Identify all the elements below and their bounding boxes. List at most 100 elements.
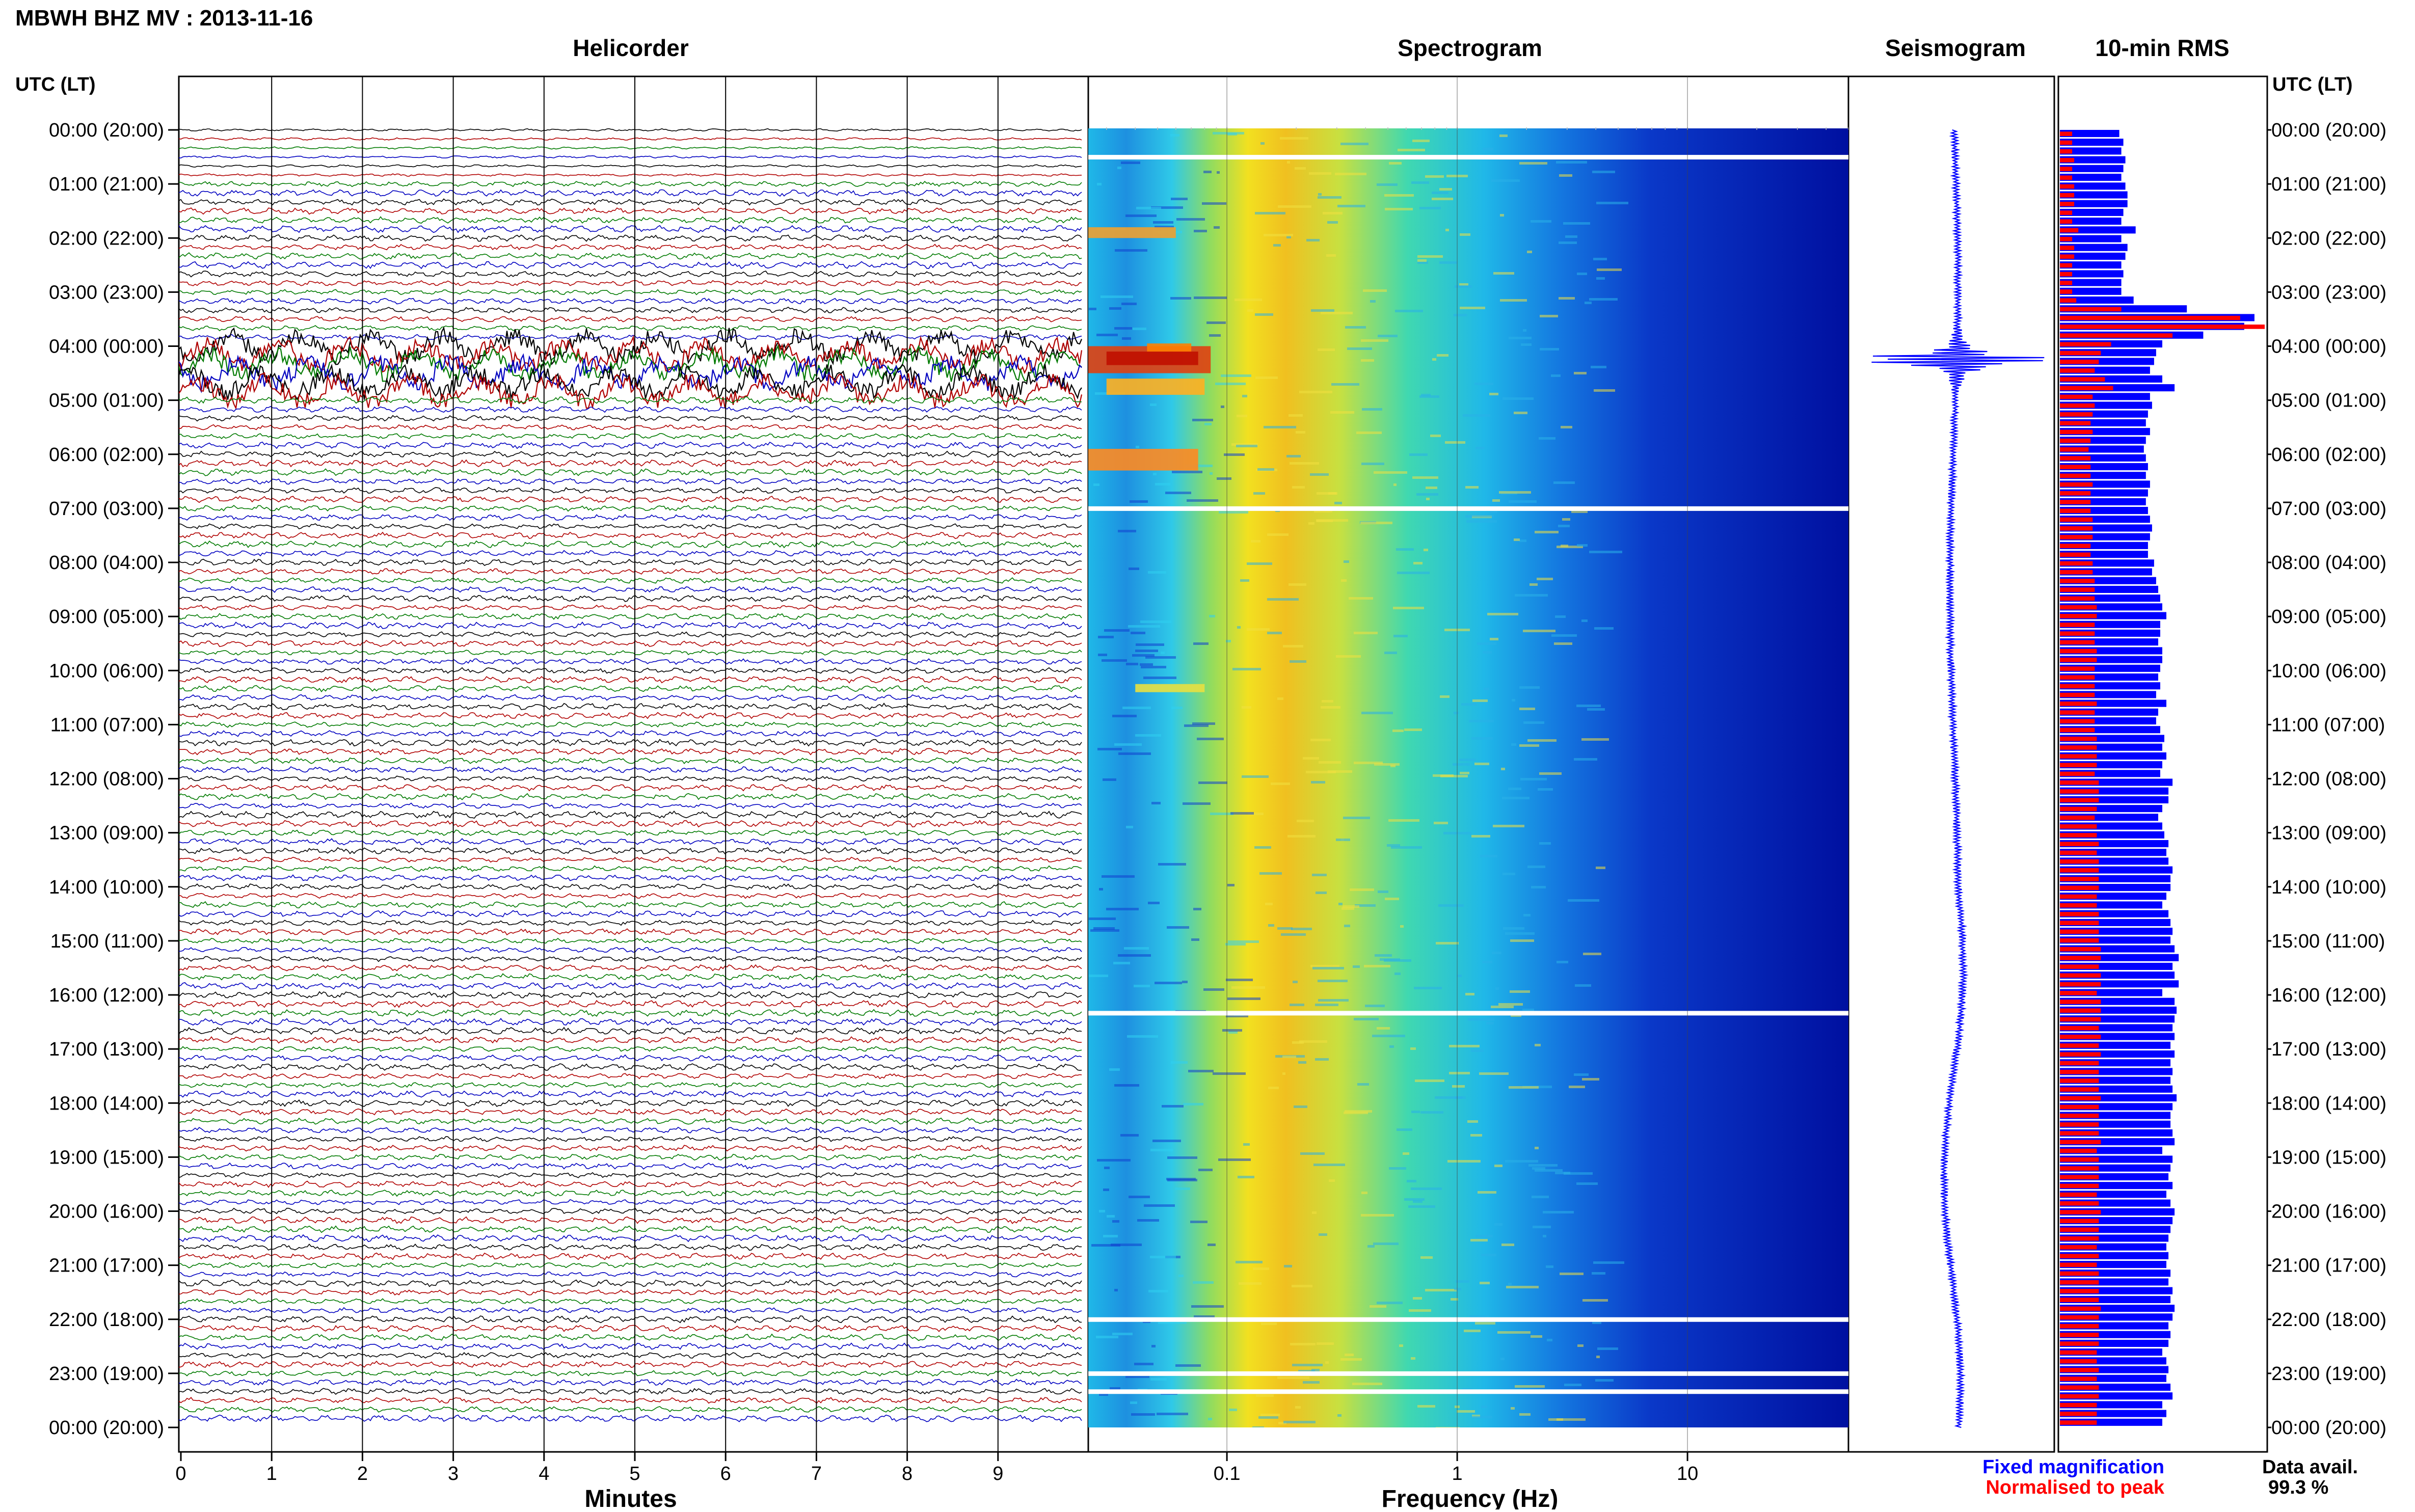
spectrogram-speckle [1511,1014,1521,1017]
spectrogram-speckle [1097,748,1122,750]
rms-normalised-bar [2060,570,2093,575]
spectrogram-speckle [1393,635,1408,637]
rms-normalised-bar [2060,894,2097,899]
spectrogram-speckle [1389,162,1402,165]
helicorder-trace [179,325,1082,332]
spectrogram-speckle [1292,1285,1312,1287]
spectrogram-speckle [1136,207,1161,209]
spectrogram-speckle [1222,1029,1242,1032]
time-label-left: 05:00 (01:00) [49,390,164,412]
helicorder-trace [179,505,1082,512]
time-axis-left: 00:00 (20:00) 01:00 (21:00) 02:00 (22:00) 0… [49,120,179,1439]
spectrogram-speckle [1121,161,1140,164]
spectrogram-speckle [1277,697,1283,700]
helicorder-trace [179,363,1082,400]
rms-normalised-bar [2060,246,2075,250]
spectrogram-speckle [1102,875,1135,878]
spectrogram-speckle [1310,473,1329,476]
rms-normalised-bar [2060,1069,2099,1074]
rms-fixed-bar [2060,200,2128,207]
spectrogram-speckle [1330,411,1354,414]
helicorder-trace [179,1307,1082,1314]
spectrogram-speckle [1345,1354,1354,1356]
helicorder-trace [179,146,1082,150]
spectrogram-speckle [1492,499,1500,502]
spectrogram-speckle [1247,309,1253,312]
spectrogram-speckle [1125,214,1157,217]
spectrogram-speckle [1107,1215,1115,1218]
helicorder-trace [179,441,1082,449]
spectrogram-speckle [1115,249,1147,252]
spectrogram-speckle [1531,1335,1542,1338]
spectrogram-speckle [1538,788,1553,791]
rms-normalised-bar [2060,1183,2099,1189]
time-label-left: 17:00 (13:00) [49,1039,164,1060]
spectrogram-speckle [1408,1205,1435,1208]
spectrogram-speckle [1278,1422,1286,1424]
spectrogram-speckle [1469,1315,1489,1318]
spectrogram-speckle [1187,499,1218,502]
spectrogram-speckle [1436,942,1459,944]
spectrogram-speckle [1190,1221,1208,1223]
helicorder-trace [179,775,1082,782]
spectrogram-speckle [1341,907,1354,910]
helicorder-trace [179,1370,1082,1377]
spectrogram-speckle [1464,1330,1481,1332]
spectrogram-speckle [1385,898,1399,900]
spectrogram-speckle [1271,782,1290,785]
spectrogram-speckle [1592,171,1615,173]
spectrogram-speckle [1140,620,1171,623]
spectrogram-speckle [1472,699,1488,702]
spectrogram-speckle [1290,1343,1316,1345]
spectrogram-speckle [1425,175,1444,178]
rms-normalised-bar [2060,289,2073,294]
spectrogram-speckle [1097,1159,1131,1162]
rms-normalised-bar [2060,1280,2099,1285]
minute-tick-label: 1 [266,1463,277,1484]
spectrogram-speckle [1547,1339,1552,1341]
helicorder-trace [179,307,1082,314]
spectrogram-speckle [1312,874,1327,876]
helicorder-trace [179,982,1082,990]
spectrogram-speckle [1417,261,1428,264]
rms-normalised-bar [2060,315,2240,320]
helicorder-trace [179,595,1082,602]
helicorder-trace [179,901,1082,909]
spectrogram-speckle [1104,629,1130,632]
rms-fixed-bar [2060,226,2136,234]
spectrogram-speckle [1252,1426,1264,1427]
rms-normalised-bar [2060,1025,2099,1031]
spectrogram-speckle [1548,1418,1563,1421]
time-label-left: 16:00 (12:00) [49,985,164,1006]
spectrogram-speckle [1256,1394,1274,1397]
spectrogram-speckle [1535,1147,1539,1149]
rms-normalised-bar [2060,947,2101,952]
spectrogram-speckle [1489,393,1498,395]
spectrogram-speckle [1192,722,1215,725]
rms-normalised-bar [2060,701,2097,706]
spectrogram-speckle [1194,1315,1215,1318]
spectrogram-event-patch [1106,352,1198,365]
rms-normalised-bar [2060,938,2099,943]
spectrogram-speckle [1465,515,1494,518]
time-label-left: 18:00 (14:00) [49,1093,164,1114]
spectrogram-speckle [1299,391,1332,393]
spectrogram-speckle [1103,778,1116,781]
spectrogram-speckle [1325,1361,1329,1364]
rms-normalised-bar [2060,219,2073,224]
time-label-left: 07:00 (03:00) [49,498,164,520]
spectrogram-speckle [1460,233,1470,236]
spectrogram-speckle [1323,212,1343,214]
spectrogram-speckle [1319,1233,1327,1236]
rms-normalised-bar [2060,175,2073,180]
spectrogram-speckle [1511,743,1516,746]
spectrogram-speckle [1445,229,1449,231]
helicorder-trace [179,631,1082,638]
helicorder-trace [179,137,1082,141]
helicorder-trace [179,1063,1082,1071]
spectrogram-speckle [1343,817,1370,819]
spectrogram-speckle [1155,982,1182,984]
spectrogram-speckle [1345,326,1366,329]
spectrogram-speckle [1265,903,1273,905]
spectrogram-speckle [1337,205,1365,207]
